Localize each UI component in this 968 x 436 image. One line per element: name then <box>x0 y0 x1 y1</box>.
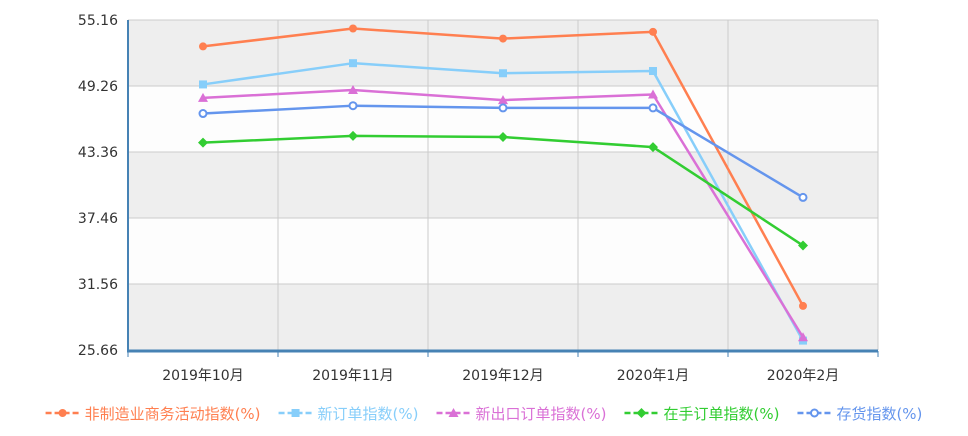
legend-item-3: 新出口订单指数(%) <box>436 405 607 423</box>
legend-marker <box>58 409 67 417</box>
legend: 非制造业商务活动指数(%) 新订单指数(%) 新出口订单指数(%) 在手订单指数(%)… <box>45 405 922 423</box>
data-point <box>348 101 358 111</box>
data-point <box>648 142 658 153</box>
y-tick-label: 25.66 <box>78 343 118 359</box>
data-point <box>649 67 657 76</box>
data-point <box>498 95 508 105</box>
x-axis-tick-labels: 2019年10月 2019年11月 2019年12月 2020年1月 2020年2月 <box>162 368 839 384</box>
data-point <box>198 92 208 102</box>
legend-item-4: 在手订单指数(%) <box>624 405 779 423</box>
data-point <box>199 42 207 51</box>
legend-marker <box>448 408 459 417</box>
legend-item-2: 新订单指数(%) <box>278 405 419 423</box>
data-point <box>798 192 808 202</box>
x-tick-label: 2019年12月 <box>462 368 543 384</box>
data-point <box>499 69 507 78</box>
series-1 <box>199 24 807 310</box>
series-layer <box>198 24 808 345</box>
legend-marker <box>636 408 647 418</box>
data-point <box>498 103 508 113</box>
legend-label: 新订单指数(%) <box>318 405 419 423</box>
plot-background-bands <box>128 20 878 350</box>
data-point <box>648 103 658 113</box>
legend-item-1: 非制造业商务活动指数(%) <box>45 405 261 423</box>
legend-label: 在手订单指数(%) <box>663 405 779 423</box>
data-point <box>198 137 208 148</box>
data-point <box>799 301 807 310</box>
data-point <box>349 24 357 33</box>
x-tick-label: 2020年2月 <box>767 368 840 384</box>
legend-label: 新出口订单指数(%) <box>476 405 607 423</box>
plot-band <box>128 284 878 350</box>
data-point <box>498 132 508 143</box>
y-axis-tick-labels: 55.16 49.26 43.36 37.46 31.56 25.66 <box>78 13 118 359</box>
legend-marker <box>291 409 300 417</box>
data-point <box>349 59 357 68</box>
data-point <box>348 85 358 95</box>
data-point <box>499 34 507 43</box>
series-4 <box>198 130 808 251</box>
series-3 <box>198 85 808 342</box>
series-5 <box>198 101 808 202</box>
data-point <box>648 89 658 99</box>
data-point <box>198 109 208 119</box>
x-tick-label: 2020年1月 <box>617 368 690 384</box>
data-point <box>649 27 657 36</box>
legend-marker <box>809 408 819 418</box>
axes <box>127 20 879 357</box>
y-tick-label: 43.36 <box>78 145 118 161</box>
legend-label: 存货指数(%) <box>836 405 922 423</box>
plot-band <box>128 152 878 218</box>
y-tick-label: 31.56 <box>78 277 118 293</box>
x-tick-label: 2019年10月 <box>162 368 243 384</box>
data-point <box>199 80 207 89</box>
x-tick-label: 2019年11月 <box>312 368 393 384</box>
data-point <box>798 240 808 251</box>
data-point <box>348 130 358 141</box>
data-point <box>798 332 808 342</box>
legend-item-5: 存货指数(%) <box>797 405 922 423</box>
legend-label: 非制造业商务活动指数(%) <box>85 405 261 423</box>
y-tick-label: 37.46 <box>78 211 118 227</box>
y-tick-label: 49.26 <box>78 79 118 95</box>
y-tick-label: 55.16 <box>78 13 118 29</box>
